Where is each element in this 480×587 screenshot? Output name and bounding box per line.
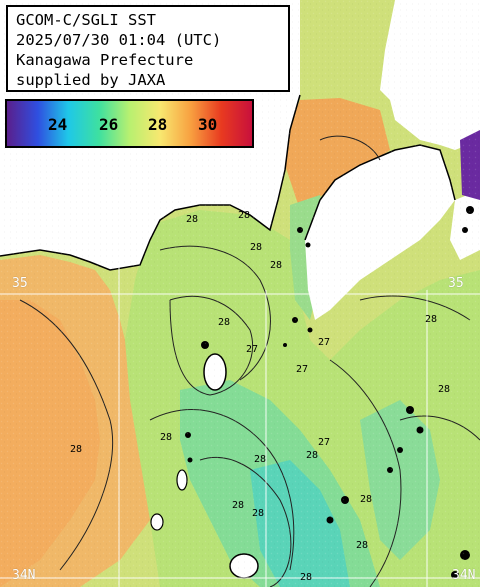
legend-tick-26: 26 (99, 115, 119, 134)
info-box: GCOM-C/SGLI SST 2025/07/30 01:04 (UTC) K… (6, 5, 290, 92)
contour-label: 28 (270, 260, 282, 271)
contour-label: 28 (232, 500, 244, 511)
region-name: Kanagawa Prefecture (16, 51, 194, 69)
contour-label-group: 28 28 28 28 28 27 27 27 28 28 28 28 27 2… (70, 210, 450, 583)
data-credit: supplied by JAXA (16, 71, 166, 89)
latitude-label-35-right: 35 (448, 276, 464, 291)
color-scale-bar (7, 101, 252, 146)
contour-label: 28 (300, 572, 312, 583)
contour-label: 28 (252, 508, 264, 519)
contour-label: 28 (238, 210, 250, 221)
contour-label: 28 (70, 444, 82, 455)
contour-label: 28 (254, 454, 266, 465)
color-scale-legend: 24 26 28 30 (5, 99, 254, 148)
contour-label: 28 (360, 494, 372, 505)
legend-tick-24: 24 (48, 115, 68, 134)
latitude-label-34n-left: 34N (12, 568, 36, 583)
contour-label: 27 (318, 437, 330, 448)
contour-label: 28 (425, 314, 437, 325)
contour-label: 28 (438, 384, 450, 395)
contour-label: 28 (186, 214, 198, 225)
contour-label: 28 (160, 432, 172, 443)
contour-label: 27 (246, 344, 258, 355)
contour-label: 27 (318, 337, 330, 348)
contour-label: 28 (306, 450, 318, 461)
legend-tick-28: 28 (148, 115, 168, 134)
contour-label: 27 (296, 364, 308, 375)
latitude-label-34n-right: 34N (452, 568, 476, 583)
latitude-label-35: 35 (12, 276, 28, 291)
contour-label: 28 (356, 540, 368, 551)
legend-tick-30: 30 (198, 115, 218, 134)
observation-time: 2025/07/30 01:04 (UTC) (16, 31, 222, 49)
contour-label: 28 (218, 317, 230, 328)
product-title: GCOM-C/SGLI SST (16, 11, 156, 29)
contour-label: 28 (250, 242, 262, 253)
